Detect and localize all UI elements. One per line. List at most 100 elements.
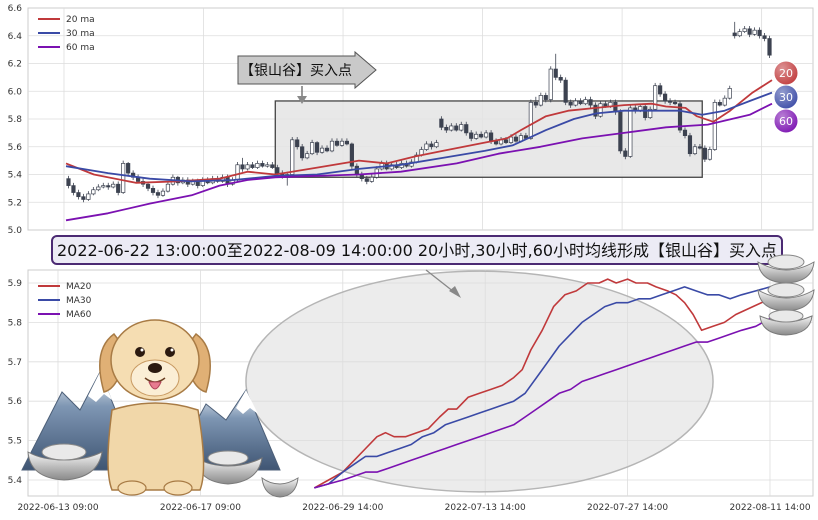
candle-body bbox=[165, 183, 171, 192]
ingot-left-top bbox=[41, 443, 87, 461]
candle-body bbox=[334, 140, 340, 146]
candle-body bbox=[424, 143, 429, 150]
candle bbox=[290, 137, 295, 176]
candle-body bbox=[762, 35, 767, 39]
candle bbox=[578, 98, 583, 106]
candle-body bbox=[305, 153, 310, 159]
candle-body bbox=[687, 135, 693, 155]
ingot-stack-1 bbox=[757, 261, 815, 284]
puppy-nose bbox=[148, 363, 162, 373]
candle-body bbox=[658, 85, 663, 95]
puppy-paw-right bbox=[163, 480, 193, 496]
candle bbox=[697, 143, 702, 150]
callout-arrow-box bbox=[237, 50, 377, 90]
candle bbox=[479, 131, 484, 139]
candle-body bbox=[339, 140, 345, 146]
lower-x-tick-label: 2022-06-29 14:00 bbox=[302, 503, 383, 513]
candle-body bbox=[568, 101, 573, 106]
candle bbox=[513, 134, 519, 143]
lower-x-tick-label: 2022-08-11 14:00 bbox=[729, 503, 810, 513]
candle-body bbox=[752, 29, 757, 35]
candle-body bbox=[593, 104, 598, 117]
candle bbox=[623, 148, 628, 160]
candle-body bbox=[767, 38, 772, 56]
candle bbox=[767, 35, 772, 58]
candle-body bbox=[344, 140, 349, 145]
candle-body bbox=[270, 164, 275, 168]
candle-body bbox=[255, 163, 260, 168]
candle-body bbox=[722, 97, 727, 106]
candle-body bbox=[145, 183, 151, 189]
candle-body bbox=[429, 143, 434, 148]
candle bbox=[702, 145, 707, 163]
candle-body bbox=[444, 126, 449, 131]
candle-body bbox=[101, 185, 106, 188]
candle-body bbox=[757, 29, 762, 37]
legend-label-30ma: 30 ma bbox=[66, 29, 95, 39]
ingot-stack-3-top bbox=[768, 309, 804, 323]
candle-body bbox=[588, 99, 593, 106]
ellipse-pointer-line bbox=[425, 269, 455, 293]
candle bbox=[245, 162, 250, 171]
candle bbox=[369, 174, 374, 183]
puppy-muzzle bbox=[130, 359, 180, 397]
banner-text: 2022-06-22 13:00:00至2022-08-09 14:00:00 … bbox=[57, 241, 777, 260]
candle bbox=[300, 143, 305, 161]
candle-body bbox=[116, 183, 121, 193]
candle-body bbox=[707, 149, 712, 160]
candle-body bbox=[245, 164, 250, 170]
upper-candlestick-chart: 5.0 5.2 5.4 5.6 5.8 6.0 6.2 6.4 6.6 20 ma 30 ma … bbox=[8, 4, 814, 236]
candle bbox=[71, 182, 76, 196]
candle-body bbox=[648, 108, 653, 118]
upper-y-tick-label: 5.0 bbox=[8, 226, 23, 236]
candle bbox=[310, 139, 315, 156]
puppy-mascot-icon bbox=[99, 319, 211, 496]
candle-body bbox=[712, 101, 717, 150]
candle bbox=[677, 100, 683, 133]
candle-body bbox=[663, 93, 668, 102]
candle bbox=[344, 138, 349, 146]
candle-body bbox=[364, 178, 369, 182]
legend-label-ma30: MA30 bbox=[66, 296, 92, 306]
candle-body bbox=[66, 178, 71, 186]
candle bbox=[737, 28, 742, 38]
candle bbox=[250, 162, 255, 169]
lower-x-tick-label: 2022-07-27 14:00 bbox=[587, 503, 668, 513]
candle-body bbox=[479, 133, 484, 138]
legend-label-ma20: MA20 bbox=[66, 282, 92, 292]
candle bbox=[732, 21, 737, 39]
candle-body bbox=[533, 101, 538, 106]
lower-ma-lines bbox=[313, 278, 771, 489]
badge-30-label: 30 bbox=[779, 91, 793, 104]
candle-body bbox=[449, 125, 454, 131]
badge-20-label: 20 bbox=[779, 67, 793, 80]
lower-y-tick-label: 5.5 bbox=[8, 437, 22, 447]
banner-box bbox=[51, 235, 783, 265]
candle bbox=[260, 160, 265, 168]
candle-body bbox=[528, 101, 533, 139]
candle bbox=[106, 182, 111, 190]
candle bbox=[593, 102, 598, 119]
candle bbox=[653, 82, 658, 111]
candle bbox=[667, 98, 673, 106]
puppy-eye-right-shine bbox=[170, 348, 174, 352]
candle bbox=[742, 26, 747, 33]
candle-body bbox=[682, 129, 688, 137]
candle-body bbox=[86, 193, 91, 200]
candle-body bbox=[653, 85, 658, 110]
candle-body bbox=[324, 147, 330, 152]
ingot-right-body bbox=[195, 457, 263, 485]
candle bbox=[449, 123, 454, 132]
candle-body bbox=[454, 125, 459, 131]
candle bbox=[339, 138, 345, 147]
badge-60-shade bbox=[774, 109, 798, 133]
candle-body bbox=[618, 111, 623, 152]
candle bbox=[116, 181, 121, 196]
lower-x-axis-ticks: 2022-06-13 09:00 2022-06-17 09:00 2022-06-… bbox=[17, 503, 810, 513]
candle-body bbox=[702, 147, 707, 160]
candle bbox=[459, 121, 464, 132]
candle-body bbox=[290, 139, 295, 175]
candle bbox=[692, 143, 698, 156]
candle bbox=[424, 141, 429, 151]
lower-y-tick-label: 5.8 bbox=[8, 318, 23, 328]
